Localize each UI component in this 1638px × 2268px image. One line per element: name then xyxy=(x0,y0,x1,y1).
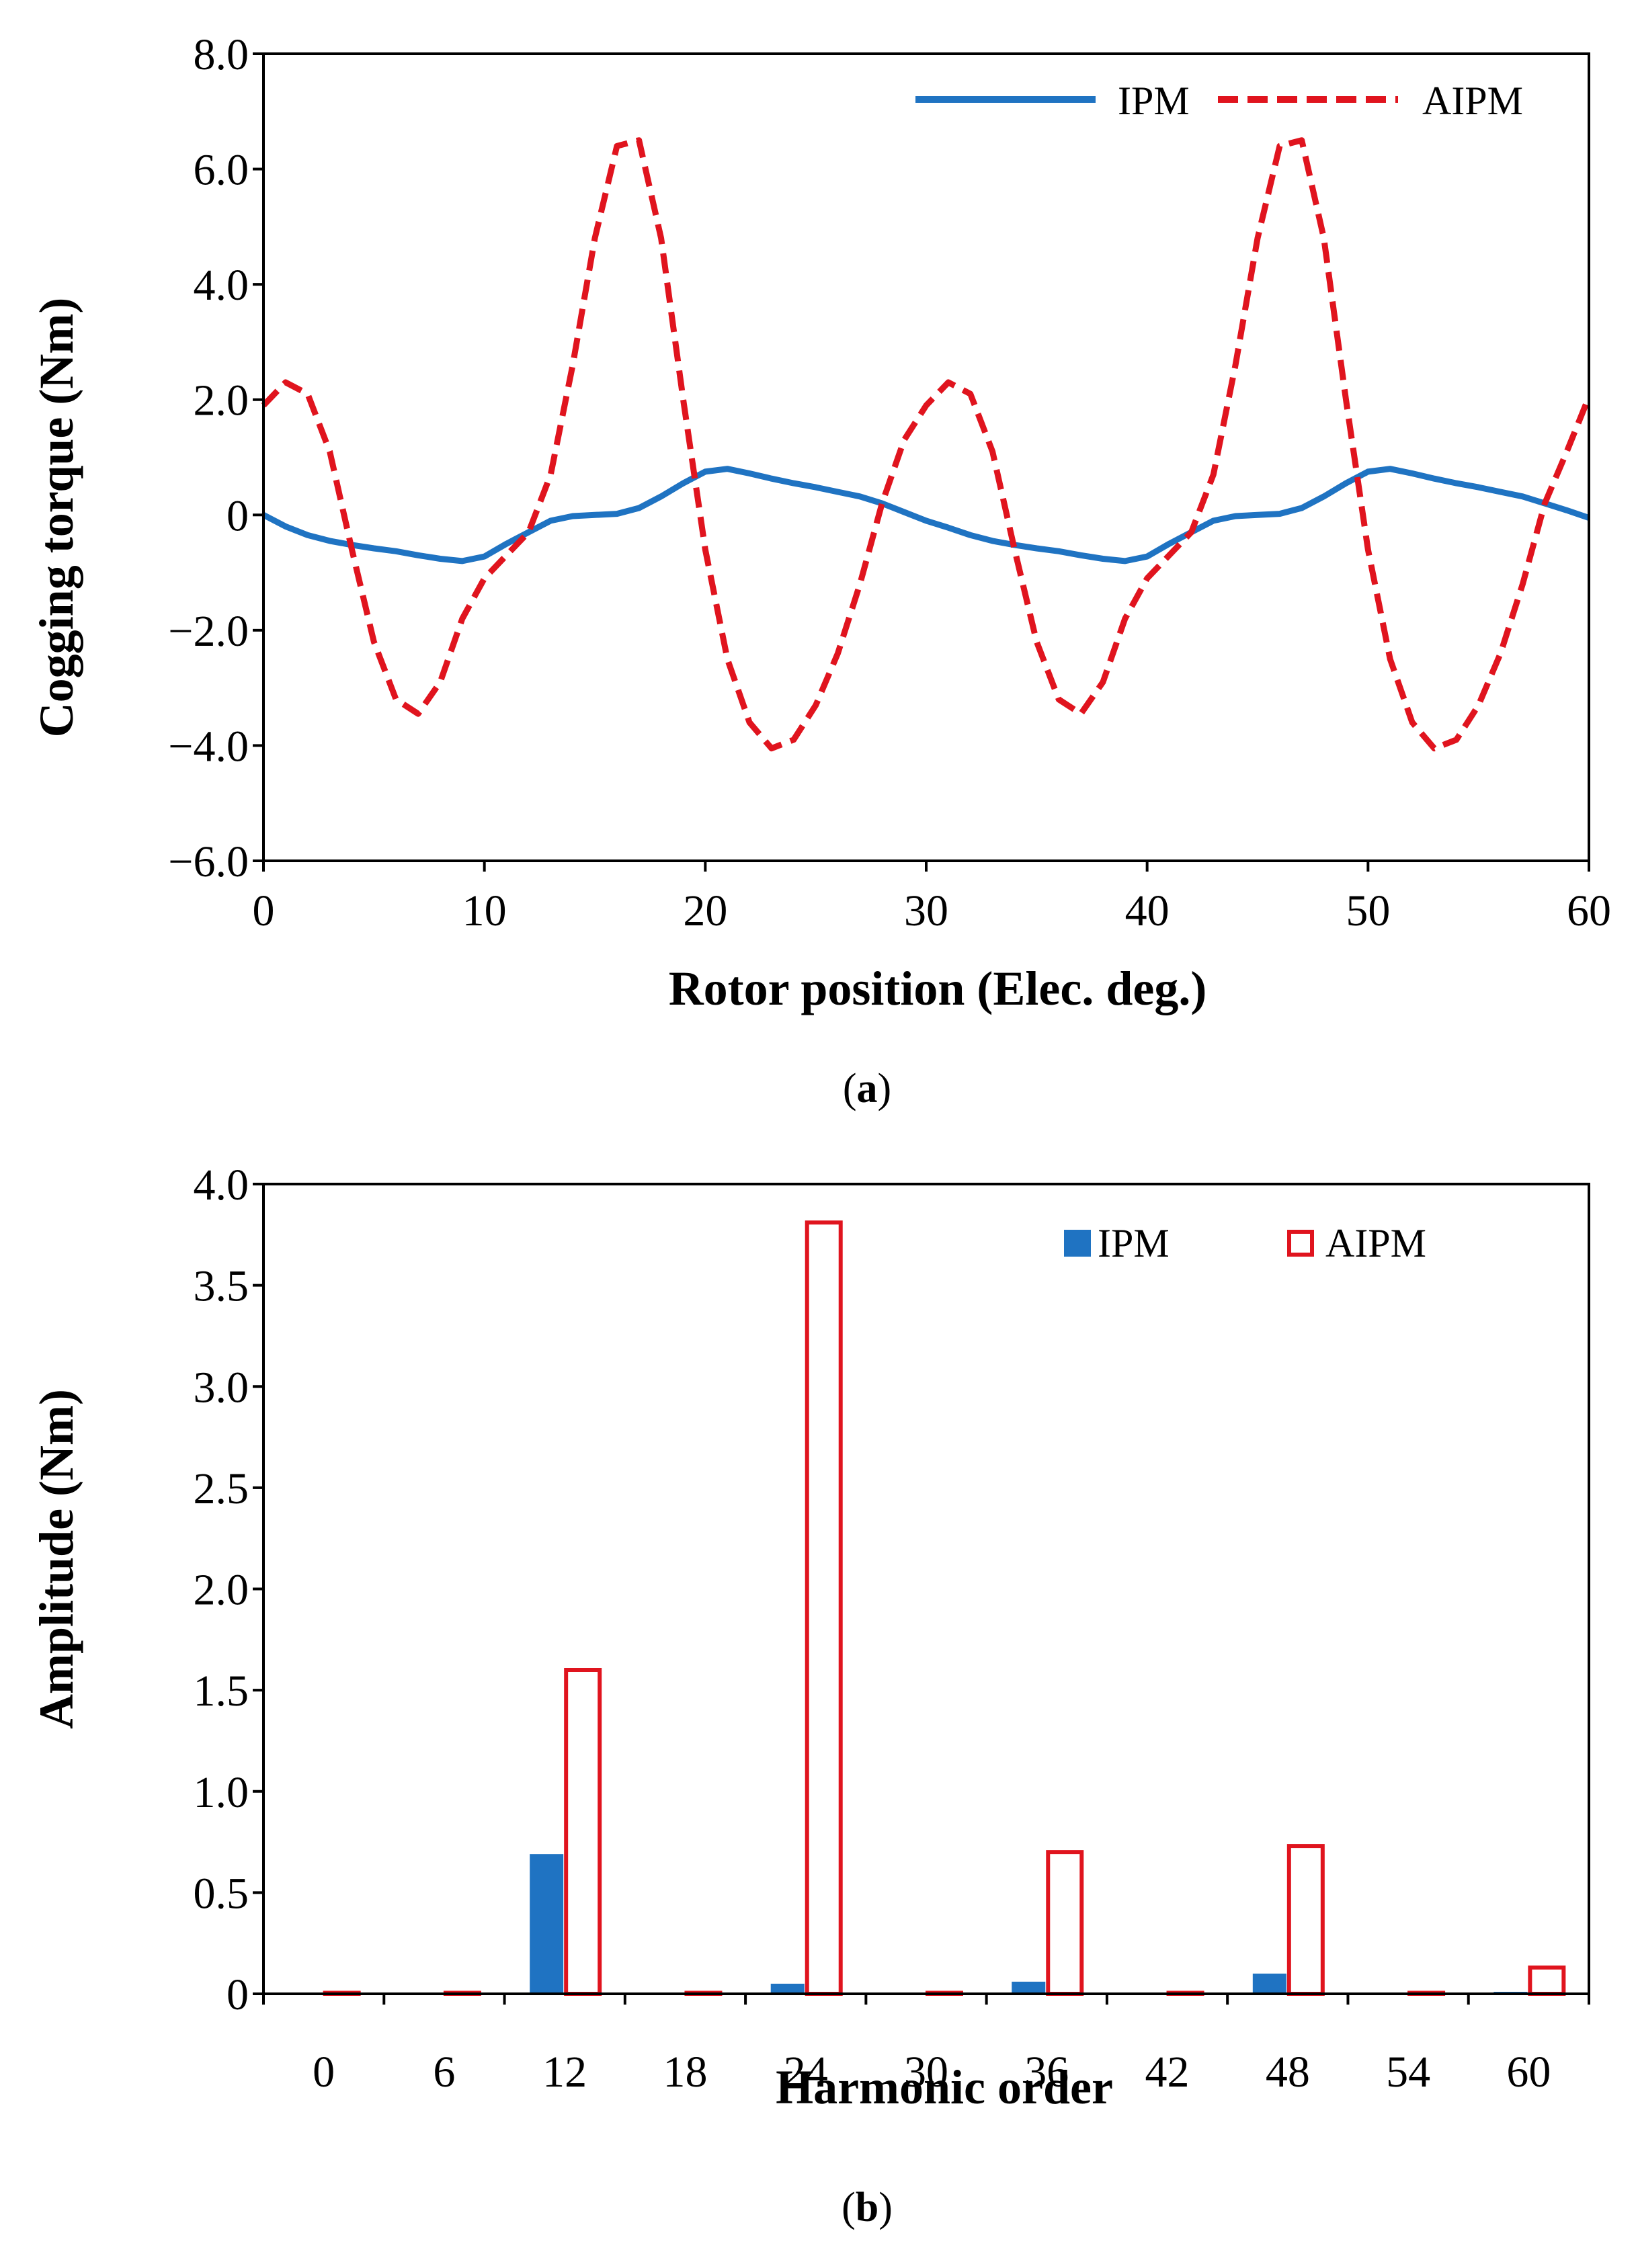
x-tick-label: 60 xyxy=(1567,886,1611,935)
y-tick-label: 1.0 xyxy=(194,1768,249,1817)
x-tick-label: 48 xyxy=(1266,2048,1310,2097)
bar-aipm-24 xyxy=(805,1220,843,1996)
x-tick-label: 42 xyxy=(1145,2048,1190,2097)
bar-ipm-12 xyxy=(530,1854,564,1994)
x-tick-label: 24 xyxy=(784,2048,828,2097)
y-tick-label: 2.0 xyxy=(194,1566,249,1615)
x-tick-label: 20 xyxy=(683,886,727,935)
x-tick-label: 30 xyxy=(904,2048,948,2097)
y-tick-label: 0.5 xyxy=(194,1869,249,1918)
panel-label-b: b xyxy=(856,2185,878,2230)
legend-label-aipm: AIPM xyxy=(1325,1221,1426,1265)
bar-group xyxy=(323,1220,1566,1996)
legend-label-ipm: IPM xyxy=(1118,79,1190,123)
legend-swatch-aipm xyxy=(1287,1230,1314,1257)
legend-label-ipm: IPM xyxy=(1098,1221,1170,1265)
y-tick-label: 4.0 xyxy=(194,261,249,310)
bar-aipm-60 xyxy=(1528,1965,1566,1996)
x-tick-label: 40 xyxy=(1125,886,1170,935)
y-axis-ticks: −6.0 −4.0 −2.0 0 2.0 4.0 6.0 8.0 xyxy=(168,30,263,886)
x-tick-label: 12 xyxy=(542,2048,587,2097)
legend-label-aipm: AIPM xyxy=(1422,79,1523,123)
x-tick-label: 10 xyxy=(462,886,507,935)
series-line-ipm xyxy=(261,466,1590,564)
legend: IPM AIPM xyxy=(1064,1221,1426,1265)
y-tick-label: 1.5 xyxy=(194,1667,249,1716)
bar-ipm-36 xyxy=(1012,1981,1046,1994)
y-axis-ticks: 0 0.5 1.0 1.5 2.0 2.5 3.0 3.5 4.0 xyxy=(194,1161,263,2019)
plot-frame xyxy=(262,52,1590,862)
x-axis-title: Harmonic order xyxy=(776,2060,1113,2114)
x-tick-label: 0 xyxy=(313,2048,335,2097)
y-tick-label: −4.0 xyxy=(168,722,249,771)
x-tick-label: 6 xyxy=(433,2048,455,2097)
y-tick-label: 3.5 xyxy=(194,1262,249,1311)
panel-caption-b: (b) xyxy=(842,2185,893,2230)
plot-frame xyxy=(262,1183,1590,1995)
x-tick-label: 60 xyxy=(1506,2048,1551,2097)
x-tick-label: 50 xyxy=(1346,886,1390,935)
legend-swatch-ipm xyxy=(1064,1230,1091,1257)
y-tick-label: −2.0 xyxy=(168,607,249,656)
panel-label-a: a xyxy=(857,1066,878,1111)
x-tick-label: 0 xyxy=(253,886,275,935)
y-tick-label: 8.0 xyxy=(194,30,249,79)
x-axis-ticks: 0 10 20 30 40 50 60 xyxy=(253,861,1611,935)
bar-ipm-48 xyxy=(1252,1973,1286,1994)
line-chart-panel: −6.0−4.0−2.002.04.06.08.0 0 10 20 30 40 50 60 … xyxy=(30,30,1611,1111)
series-line-aipm xyxy=(261,137,1592,752)
y-tick-label: 4.0 xyxy=(194,1161,249,1210)
bar-aipm-48 xyxy=(1286,1844,1325,1996)
panel-caption-a: (a) xyxy=(843,1066,891,1111)
legend: IPM AIPM xyxy=(915,79,1523,123)
y-axis-title: Amplitude (Nm) xyxy=(30,1389,83,1729)
y-tick-label: 3.0 xyxy=(194,1363,249,1412)
y-tick-label: 6.0 xyxy=(194,146,249,195)
y-tick-label: −6.0 xyxy=(168,837,249,886)
x-axis-title: Rotor position (Elec. deg.) xyxy=(669,962,1207,1015)
bar-ipm-24 xyxy=(770,1983,805,1994)
x-tick-label: 54 xyxy=(1386,2048,1430,2097)
x-tick-label: 36 xyxy=(1024,2048,1069,2097)
y-tick-label: 2.5 xyxy=(194,1464,249,1513)
y-tick-label: 0 xyxy=(227,491,249,540)
x-tick-label: 18 xyxy=(663,2048,707,2097)
y-tick-label: 0 xyxy=(227,1970,249,2019)
bar-aipm-36 xyxy=(1046,1850,1084,1996)
x-tick-label: 30 xyxy=(904,886,948,935)
x-axis-ticks: 0 6 12 18 24 30 36 42 48 54 60 xyxy=(262,1994,1590,2097)
bar-chart-panel: 0 0.5 1.0 1.5 2.0 2.5 3.0 3.5 4.0 0 6 12 18 24 30 36 42… xyxy=(30,1161,1590,2230)
y-axis-title: Cogging torque (Nm) xyxy=(30,298,83,738)
y-tick-label: 2.0 xyxy=(194,376,249,425)
bar-aipm-12 xyxy=(564,1668,602,1996)
line-series-group xyxy=(261,137,1592,752)
